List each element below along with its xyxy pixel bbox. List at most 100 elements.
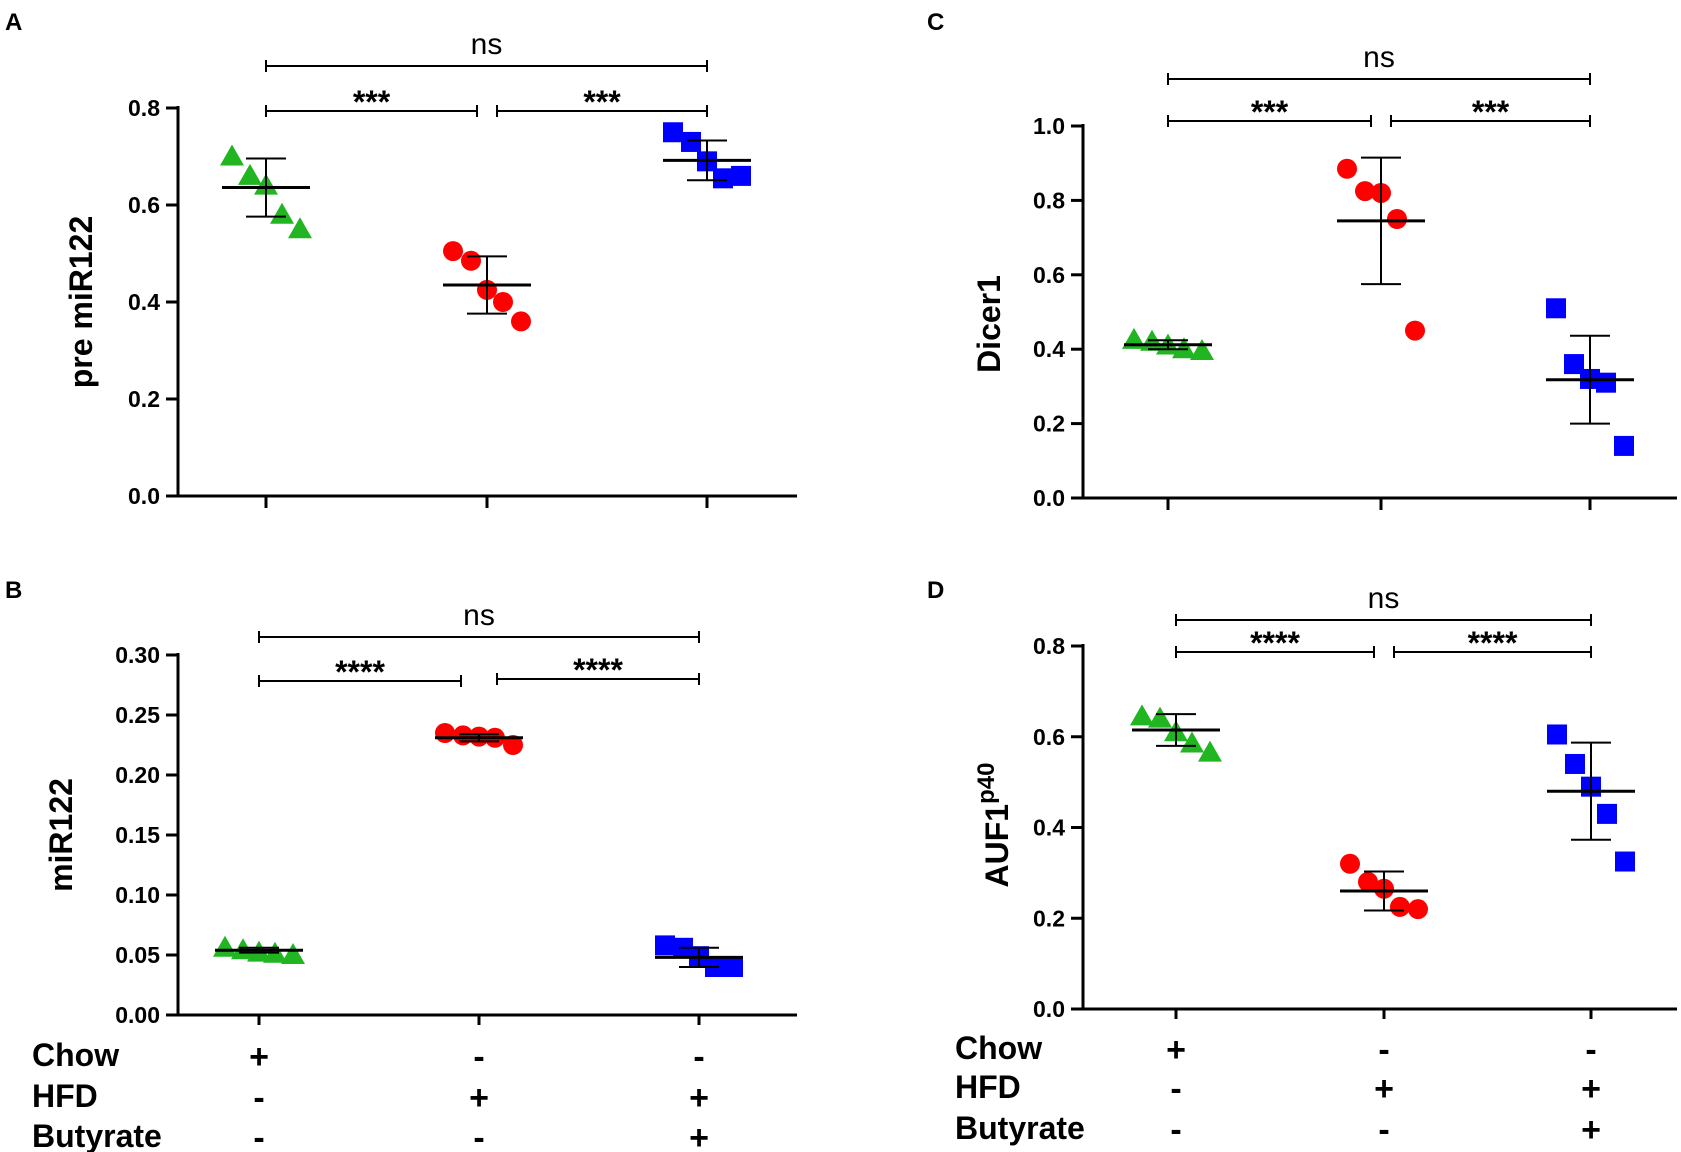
y-axis-label-text: pre miR122 xyxy=(63,216,99,389)
data-point-triangle xyxy=(238,163,262,185)
condition-sign: - xyxy=(1378,1031,1389,1069)
data-point-circle xyxy=(1408,899,1428,920)
data-point-circle xyxy=(511,311,531,332)
y-tick-label: 0.10 xyxy=(115,882,160,908)
condition-sign: + xyxy=(1374,1070,1394,1108)
y-tick-label: 0.2 xyxy=(1033,905,1065,931)
series-chow xyxy=(213,935,305,964)
data-point-square xyxy=(1614,435,1634,456)
significance-bracket: **** xyxy=(496,652,700,688)
data-point-square xyxy=(663,122,683,143)
y-tick-label: 0.20 xyxy=(115,762,160,788)
significance-label: ns xyxy=(463,599,495,632)
significance-label: *** xyxy=(353,84,391,120)
y-tick-label: 0.2 xyxy=(1033,411,1065,437)
condition-label: HFD xyxy=(955,1069,1021,1105)
series-hfd xyxy=(435,723,523,755)
condition-sign: + xyxy=(469,1079,489,1117)
condition-sign: - xyxy=(1170,1070,1181,1108)
data-point-circle xyxy=(1355,181,1375,202)
y-axis-label-text: miR122 xyxy=(43,778,79,892)
condition-label: HFD xyxy=(32,1078,98,1114)
significance-bracket: ns xyxy=(1175,582,1592,626)
panel-letter: C xyxy=(927,9,944,36)
series-hfd xyxy=(443,241,531,332)
data-point-circle xyxy=(493,292,513,312)
data-point-triangle xyxy=(270,202,294,224)
y-tick-label: 0.0 xyxy=(128,483,160,509)
panel-d: D 0.0 0.2 0.4 0.6 0.8 AUF1p40 **** **** ns xyxy=(927,577,1677,1022)
condition-sign: + xyxy=(1581,1111,1601,1149)
significance-label: **** xyxy=(573,652,623,688)
condition-sign: - xyxy=(1170,1111,1181,1149)
condition-sign: - xyxy=(693,1038,704,1076)
data-point-circle xyxy=(435,723,455,743)
condition-sign: - xyxy=(253,1119,264,1152)
condition-sign: - xyxy=(1585,1031,1596,1069)
data-point-triangle xyxy=(281,943,305,964)
series-hfd xyxy=(1337,156,1425,341)
data-point-triangle xyxy=(288,217,312,239)
condition-sign: - xyxy=(473,1038,484,1076)
y-axis-label-superscript: p40 xyxy=(973,763,1000,804)
data-point-circle xyxy=(1337,158,1357,179)
data-point-circle xyxy=(1405,320,1425,341)
significance-bracket: *** xyxy=(1390,94,1591,130)
significance-bracket: ns xyxy=(1167,41,1591,85)
data-point-square xyxy=(1546,298,1566,319)
y-tick-label: 0.4 xyxy=(1033,815,1065,841)
series-chow xyxy=(1122,327,1214,361)
y-tick-label: 0.25 xyxy=(115,702,160,728)
data-point-triangle xyxy=(1148,706,1172,728)
condition-sign: - xyxy=(473,1119,484,1152)
y-tick-label: 0.0 xyxy=(1033,996,1065,1022)
data-point-square xyxy=(1547,724,1567,745)
significance-label: ns xyxy=(1368,582,1400,615)
series-hfd xyxy=(1340,853,1428,920)
data-point-circle xyxy=(1387,209,1407,229)
condition-sign: + xyxy=(689,1119,709,1152)
significance-bracket: **** xyxy=(1393,625,1592,661)
data-point-square xyxy=(713,168,733,189)
data-point-circle xyxy=(461,250,481,271)
y-axis-label: pre miR122 xyxy=(63,216,99,389)
y-tick-label: 0.6 xyxy=(1033,724,1065,750)
data-point-triangle xyxy=(1190,339,1214,361)
condition-sign: + xyxy=(689,1079,709,1117)
y-axis-label: miR122 xyxy=(43,778,79,892)
y-tick-label: 0.4 xyxy=(128,289,160,315)
y-tick-label: 1.0 xyxy=(1033,113,1065,139)
data-point-square xyxy=(1564,354,1584,375)
significance-bracket: ns xyxy=(265,28,708,72)
data-point-circle xyxy=(1340,853,1360,874)
y-axis-label: Dicer1 xyxy=(971,275,1007,373)
y-tick-label: 0.6 xyxy=(1033,262,1065,288)
data-point-triangle xyxy=(1130,704,1154,726)
data-point-circle xyxy=(503,735,523,755)
significance-label: **** xyxy=(1468,625,1518,661)
data-point-square xyxy=(1565,753,1585,774)
y-tick-label: 0.8 xyxy=(1033,187,1065,213)
y-tick-label: 0.15 xyxy=(115,822,160,848)
data-point-circle xyxy=(1390,896,1410,917)
data-point-circle xyxy=(443,241,463,262)
significance-label: *** xyxy=(1251,94,1289,130)
significance-label: **** xyxy=(335,654,385,690)
data-point-square xyxy=(1596,372,1616,393)
y-axis-label-text: AUF1 xyxy=(979,804,1015,888)
significance-bracket: **** xyxy=(258,654,462,690)
data-point-square xyxy=(723,957,743,977)
condition-sign: - xyxy=(1378,1111,1389,1149)
condition-sign: - xyxy=(253,1079,264,1117)
data-point-square xyxy=(1615,851,1635,872)
data-point-square xyxy=(1597,803,1617,824)
series-hfd-butyrate xyxy=(663,122,751,189)
series-chow xyxy=(220,144,312,239)
y-tick-label: 0.8 xyxy=(1033,633,1065,659)
panel-c: C 0.0 0.2 0.4 0.6 0.8 1.0 Dicer1 *** *** ns xyxy=(927,9,1677,511)
condition-sign: + xyxy=(249,1038,269,1076)
data-point-square xyxy=(655,935,675,956)
condition-label: Butyrate xyxy=(32,1118,162,1152)
y-tick-label: 0.30 xyxy=(115,642,160,668)
panel-letter: A xyxy=(5,9,22,36)
